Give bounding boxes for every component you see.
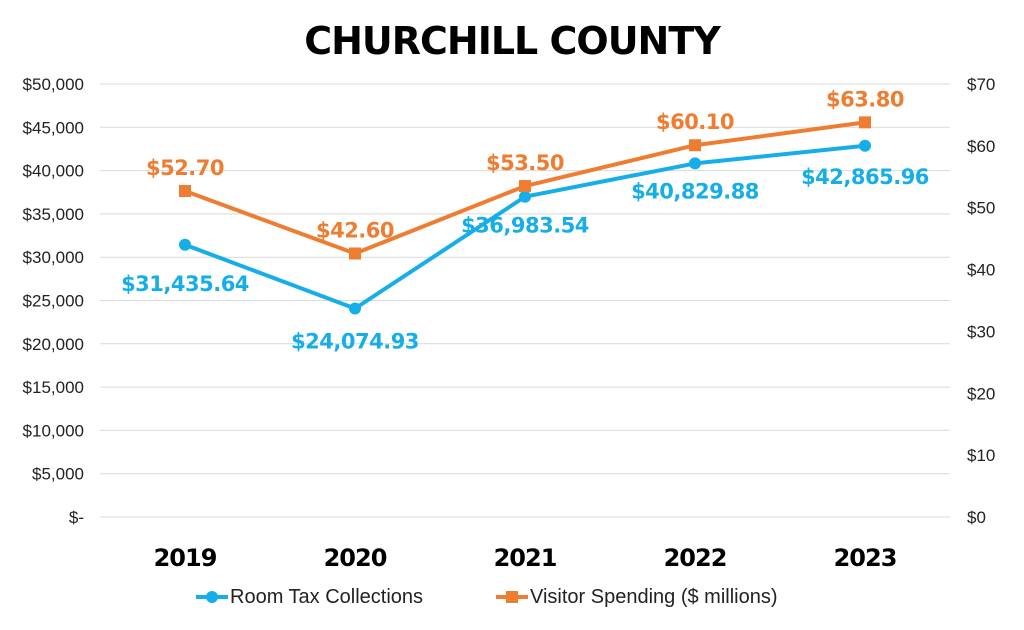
y-right-tick-label: $40 [967,261,995,280]
data-point [179,185,191,198]
x-tick-label: 2021 [494,544,557,572]
data-point [179,238,191,251]
data-point [859,116,871,129]
legend: Room Tax Collections Visitor Spending ($ … [196,586,778,608]
x-axis: 2019 2020 2021 2022 2023 [154,544,898,572]
data-label: $60.10 [656,110,734,134]
legend-item-visitor-spending: Visitor Spending ($ millions) [496,586,778,608]
chart-title: CHURCHILL COUNTY [304,19,721,63]
data-point [519,180,531,193]
data-point [689,157,701,170]
legend-marker [506,591,518,603]
y-right-tick-label: $10 [967,446,995,465]
y-left-tick-label: $30,000 [23,248,84,267]
y-right-tick-label: $70 [967,75,995,94]
x-tick-label: 2020 [324,544,387,572]
data-point [349,247,361,260]
y-right-tick-label: $30 [967,322,995,341]
data-label: $31,435.64 [121,272,249,296]
y-left-tick-label: $40,000 [23,162,84,181]
data-label: $40,829.88 [631,179,759,203]
data-point [689,139,701,152]
y-right-tick-label: $20 [967,384,995,403]
y-left-tick-label: $20,000 [23,335,84,354]
y-left-tick-label: $25,000 [23,292,84,311]
series-room-tax: $31,435.64 $24,074.93 $36,983.54 $40,829.88… [121,139,929,354]
data-label: $63.80 [826,87,904,111]
y-left-tick-label: $5,000 [32,465,84,484]
y-right-tick-label: $50 [967,199,995,218]
y-axis-right: $0 $10 $20 $30 $40 $50 $60 $70 [967,75,995,527]
x-tick-label: 2023 [834,544,897,572]
x-tick-label: 2022 [664,544,727,572]
y-left-tick-label: $35,000 [23,205,84,224]
data-label: $53.50 [486,151,564,175]
y-axis-left: $- $5,000 $10,000 $15,000 $20,000 $25,000 $30,… [23,75,84,527]
y-left-tick-label: $50,000 [23,75,84,94]
y-left-tick-label: $45,000 [23,118,84,137]
y-right-tick-label: $0 [967,508,986,527]
data-label: $24,074.93 [291,330,419,354]
y-left-tick-label: $- [69,508,84,527]
y-left-tick-label: $15,000 [23,378,84,397]
legend-marker [206,591,218,603]
legend-label: Room Tax Collections [230,586,423,608]
y-right-tick-label: $60 [967,137,995,156]
series-visitor-spending: $52.70 $42.60 $53.50 $60.10 $63.80 [146,87,905,260]
gridlines [100,83,950,518]
legend-label: Visitor Spending ($ millions) [530,586,778,608]
data-label: $42,865.96 [801,165,929,189]
data-point [859,139,871,152]
x-tick-label: 2019 [154,544,217,572]
data-label: $42.60 [316,218,394,242]
y-left-tick-label: $10,000 [23,421,84,440]
legend-item-room-tax: Room Tax Collections [196,586,423,608]
data-point [349,302,361,315]
data-label: $36,983.54 [461,214,589,238]
series: $31,435.64 $24,074.93 $36,983.54 $40,829.88… [121,87,929,353]
data-point [519,190,531,203]
data-label: $52.70 [146,156,224,180]
